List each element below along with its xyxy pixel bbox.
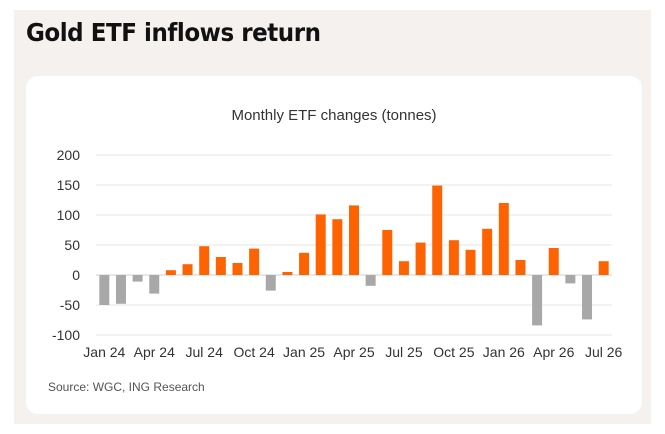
x-tick-label: Apr 25 (333, 344, 374, 360)
bar-sep-25 (432, 185, 443, 275)
x-axis-ticks: Jan 24 Apr 24 Jul 24 Oct 24 Jan 25 Apr 25 Jul … (83, 344, 622, 360)
x-tick-label: Jul 26 (585, 344, 623, 360)
bar-jan-26 (498, 203, 509, 275)
bar-jul-25 (398, 261, 409, 275)
x-tick-label: Jan 25 (283, 344, 325, 360)
bar-feb-24 (115, 275, 126, 304)
y-tick-label: 50 (64, 237, 80, 253)
x-tick-label: Jan 26 (483, 344, 525, 360)
bar-jul-26 (598, 261, 609, 275)
y-tick-label: -100 (52, 327, 80, 343)
bar-jan-24 (99, 275, 110, 305)
x-tick-label: Apr 26 (533, 344, 574, 360)
headline: Gold ETF inflows return (26, 18, 321, 47)
bar-apr-24 (149, 275, 160, 294)
bar-may-25 (365, 275, 376, 286)
y-tick-label: 150 (57, 177, 81, 193)
bar-mar-25 (332, 219, 343, 275)
bar-may-24 (165, 270, 176, 275)
y-tick-label: 200 (57, 147, 81, 163)
source-note: Source: WGC, ING Research (48, 380, 205, 394)
x-tick-label: Jul 25 (385, 344, 423, 360)
bar-apr-26 (548, 248, 559, 275)
chart-card: Monthly ETF changes (tonnes) 200 150 100 50… (26, 76, 642, 414)
y-tick-label: 100 (57, 207, 81, 223)
bar-feb-25 (315, 214, 326, 275)
bar-nov-25 (465, 249, 476, 275)
x-tick-label: Apr 24 (134, 344, 175, 360)
x-tick-label: Oct 24 (234, 344, 275, 360)
bar-apr-25 (349, 205, 359, 275)
y-axis-ticks: 200 150 100 50 0 -50 -100 (52, 147, 80, 343)
bar-mar-24 (132, 275, 143, 282)
x-tick-label: Jul 24 (186, 344, 224, 360)
bar-oct-25 (448, 240, 459, 275)
bar-may-26 (565, 275, 576, 284)
x-tick-label: Jan 24 (83, 344, 125, 360)
bars (99, 185, 609, 326)
x-tick-label: Oct 25 (433, 344, 474, 360)
bar-jul-24 (199, 246, 210, 275)
bar-jun-26 (582, 275, 593, 320)
bar-feb-26 (515, 260, 526, 275)
bar-aug-25 (415, 242, 426, 275)
bar-sep-24 (232, 263, 243, 275)
bar-dec-24 (282, 272, 293, 275)
bar-dec-25 (482, 228, 493, 275)
bar-jun-25 (382, 230, 393, 275)
bar-jan-25 (299, 252, 310, 275)
chart-frame: Gold ETF inflows return Monthly ETF chan… (14, 10, 651, 424)
bar-jun-24 (182, 264, 193, 275)
bar-mar-26 (532, 275, 543, 326)
etf-bar-chart: Monthly ETF changes (tonnes) 200 150 100 50… (48, 107, 623, 394)
bar-nov-24 (265, 275, 276, 291)
y-tick-label: -50 (60, 297, 80, 313)
y-tick-label: 0 (72, 267, 80, 283)
bar-oct-24 (249, 248, 260, 275)
chart-title: Monthly ETF changes (tonnes) (231, 107, 436, 124)
bar-aug-24 (215, 257, 226, 275)
